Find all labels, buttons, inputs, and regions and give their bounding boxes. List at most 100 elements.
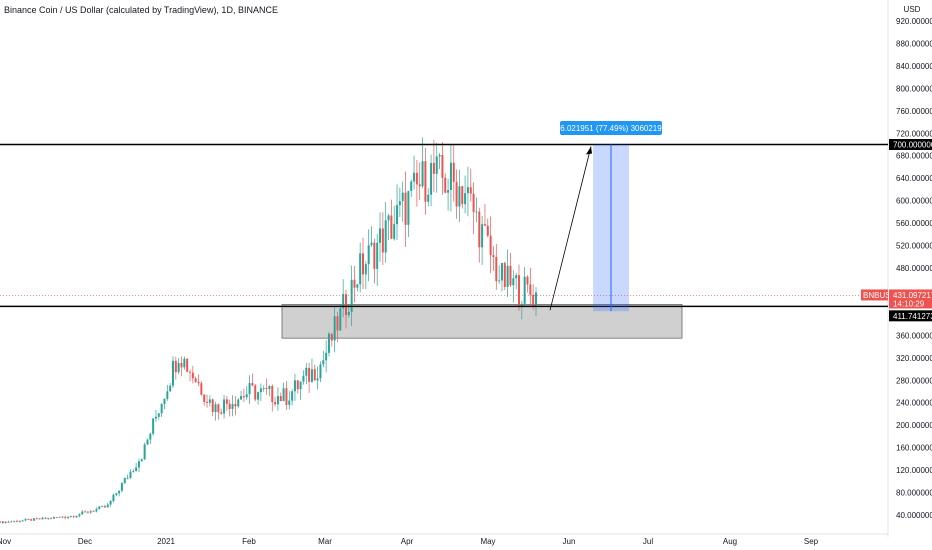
candle: [208, 399, 211, 403]
candle: [265, 387, 268, 390]
symbol-text: BNBUSD: [863, 291, 897, 300]
candle: [118, 490, 121, 494]
candle: [214, 404, 217, 413]
candle: [515, 275, 518, 279]
candle: [449, 162, 452, 191]
candle: [276, 396, 279, 405]
y-tick-label: 560.000000: [896, 219, 932, 228]
candle: [407, 190, 410, 225]
candle: [296, 380, 299, 390]
candle: [461, 186, 464, 205]
candle: [225, 399, 228, 404]
y-tick-label: 40.000000: [896, 511, 932, 520]
candle: [432, 162, 435, 174]
candle: [191, 372, 194, 379]
y-tick-label: 520.000000: [896, 242, 932, 251]
candle: [21, 520, 24, 522]
candle: [268, 385, 271, 390]
candle: [13, 520, 16, 522]
candle: [16, 520, 19, 522]
projection-label: 306.021951 (77.49%) 306021951: [551, 121, 671, 135]
candle: [203, 394, 206, 402]
resistance-price-tag: 700.000000: [889, 139, 932, 150]
resistance-price-text: 700.000000: [893, 141, 932, 150]
candle: [313, 369, 316, 381]
candle: [140, 459, 143, 462]
candle: [186, 358, 189, 372]
candle: [95, 509, 98, 512]
candle: [254, 385, 257, 400]
x-tick-label: Aug: [723, 537, 737, 546]
candle: [506, 265, 509, 287]
candle: [353, 279, 356, 288]
candle: [163, 398, 166, 404]
candle: [469, 187, 472, 194]
candle: [86, 511, 89, 513]
y-tick-label: 160.000000: [896, 444, 932, 453]
candle: [228, 403, 231, 409]
candle: [38, 518, 41, 520]
candle: [123, 477, 126, 484]
candle: [67, 516, 70, 518]
candle: [217, 404, 220, 413]
candle: [189, 371, 192, 373]
y-tick-label: 80.000000: [896, 489, 932, 498]
candle: [282, 388, 285, 401]
y-tick-label: 800.000000: [896, 84, 932, 93]
countdown-text: 14:10:29: [893, 299, 925, 308]
candle: [447, 190, 450, 193]
candle: [61, 516, 64, 518]
candle: [319, 364, 322, 379]
candle: [410, 181, 413, 191]
candle: [330, 333, 333, 341]
candle: [512, 278, 515, 286]
trend-arrow[interactable]: [549, 146, 592, 311]
candle: [347, 311, 350, 316]
candle: [333, 316, 336, 341]
candle: [109, 501, 112, 505]
candle: [41, 517, 44, 520]
candle: [393, 224, 396, 239]
candle: [396, 205, 399, 225]
candle: [373, 242, 376, 269]
candle: [299, 381, 302, 390]
candle: [279, 396, 282, 401]
y-tick-label: 760.000000: [896, 107, 932, 116]
candle: [291, 391, 294, 401]
candle: [486, 225, 489, 236]
candle: [129, 471, 132, 478]
y-tick-label: 640.000000: [896, 174, 932, 183]
candle: [10, 521, 13, 523]
arrow-head-icon: [586, 146, 592, 155]
candle: [1, 521, 4, 524]
projection-label-text: 306.021951 (77.49%) 306021951: [551, 124, 671, 133]
y-tick-label: 200.000000: [896, 421, 932, 430]
y-tick-label: 360.000000: [896, 331, 932, 340]
candle: [33, 518, 36, 521]
candle: [169, 385, 172, 392]
candle: [458, 186, 461, 207]
candle: [18, 521, 21, 522]
candle: [285, 388, 288, 405]
candle: [529, 284, 532, 295]
candle: [509, 265, 512, 286]
candle: [274, 402, 277, 405]
last-price-text: 431.097217: [893, 291, 932, 300]
candle: [183, 358, 186, 368]
candle: [211, 399, 214, 413]
candle: [339, 308, 342, 331]
candle: [55, 517, 58, 518]
candle: [398, 201, 401, 206]
x-axis: Nov Dec 2021 Feb Mar Apr May Jun Jul Aug Sep: [0, 533, 888, 546]
candle: [248, 383, 251, 395]
candle: [50, 517, 53, 519]
support-price-tag: 411.741273: [889, 310, 932, 322]
y-tick-label: 840.000000: [896, 62, 932, 71]
y-tick-label: 920.000000: [896, 17, 932, 26]
candle: [356, 284, 359, 288]
candle: [364, 264, 367, 275]
candle: [325, 352, 328, 361]
candle: [132, 471, 135, 472]
